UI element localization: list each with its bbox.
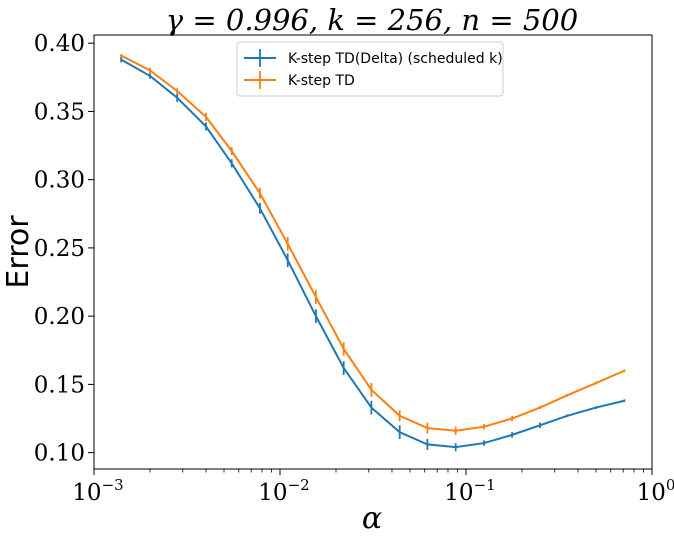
y-tick-label: 0.30	[34, 168, 85, 194]
x-axis-label: α	[362, 501, 382, 536]
y-tick-label: 0.15	[34, 372, 85, 398]
x-tick-label: 100	[637, 476, 674, 506]
x-axis: 10−3 10−2 10−1 100	[72, 469, 674, 506]
series-layer	[120, 54, 626, 452]
x-tick-label: 10−3	[72, 476, 123, 506]
legend-label-1: K-step TD	[288, 73, 355, 89]
legend-label-0: K-step TD(Delta) (scheduled k)	[288, 51, 503, 67]
chart-title: γ = 0.996, k = 256, n = 500	[166, 3, 578, 37]
y-axis-label: Error	[1, 215, 36, 289]
y-tick-label: 0.20	[34, 304, 85, 330]
plot-frame	[93, 34, 653, 470]
legend-box	[236, 41, 504, 97]
series-line-0	[120, 58, 625, 449]
y-tick-label: 0.10	[34, 441, 85, 467]
y-tick-label: 0.35	[34, 99, 85, 125]
y-tick-label: 0.40	[34, 31, 85, 57]
x-tick-label: 10−1	[444, 476, 495, 506]
y-tick-label: 0.25	[34, 236, 85, 262]
legend: K-step TD(Delta) (scheduled k) K-step TD	[236, 41, 504, 97]
series-line-1	[120, 54, 625, 432]
y-axis: 0.10 0.15 0.20 0.25 0.30 0.35 0.40	[34, 31, 94, 467]
x-tick-label: 10−2	[258, 476, 309, 506]
